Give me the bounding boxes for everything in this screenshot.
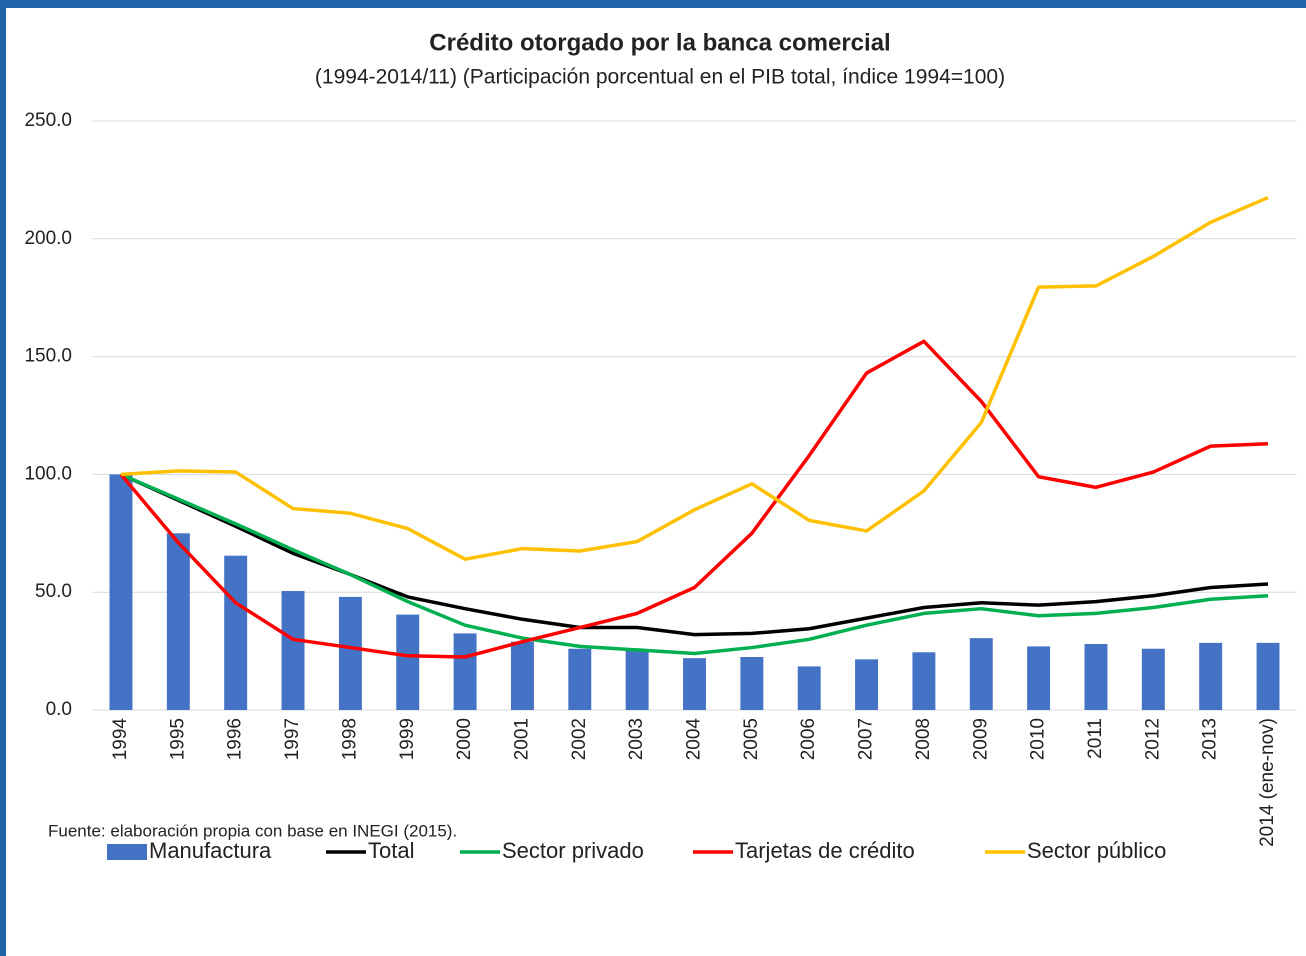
y-tick-label: 100.0 — [24, 463, 72, 484]
line — [120, 472, 1269, 656]
legend-label: Manufactura — [149, 838, 272, 863]
legend-label: Tarjetas de crédito — [735, 838, 915, 863]
bar — [568, 648, 592, 710]
bar — [797, 666, 821, 710]
legend-label: Sector privado — [502, 838, 644, 863]
bar — [1199, 642, 1223, 710]
x-tick-label: 2007 — [856, 718, 877, 760]
x-tick-label: 2013 — [1200, 718, 1221, 760]
bar — [510, 641, 534, 710]
bar — [453, 633, 477, 710]
bar — [683, 658, 706, 710]
x-tick-label: 2010 — [1028, 718, 1049, 760]
bar — [109, 474, 133, 710]
y-tick-label: 200.0 — [24, 228, 72, 249]
y-tick-label: 250.0 — [24, 110, 72, 131]
bar — [1141, 648, 1165, 710]
bar — [166, 533, 190, 710]
x-tick-label: 2006 — [798, 718, 819, 760]
x-tick-label: 2001 — [511, 718, 532, 760]
bar — [912, 652, 936, 710]
y-tick-label: 50.0 — [35, 581, 72, 602]
bar — [740, 656, 764, 710]
legend-label: Total — [368, 838, 414, 863]
frame-left — [0, 0, 6, 956]
x-tick-label: 2008 — [913, 718, 934, 760]
x-tick-label: 1995 — [167, 718, 188, 760]
bar — [1084, 644, 1108, 710]
bar — [855, 659, 879, 710]
x-tick-label: 2011 — [1085, 718, 1106, 759]
x-tick-label: 2002 — [569, 718, 590, 760]
bar — [625, 649, 649, 710]
bar — [281, 591, 305, 710]
bar — [969, 638, 993, 710]
bar — [1027, 646, 1051, 710]
line — [120, 472, 1269, 637]
x-tick-label: 2014 (ene-nov) — [1257, 718, 1278, 847]
bar — [396, 614, 420, 710]
x-tick-label: 1994 — [110, 718, 131, 761]
x-tick-label: 1997 — [282, 718, 303, 760]
x-tick-label: 2000 — [454, 718, 475, 760]
x-tick-label: 1996 — [225, 718, 246, 760]
bar — [1256, 642, 1280, 710]
legend-label: Sector público — [1027, 838, 1166, 863]
legend-swatch — [107, 844, 147, 860]
chart-subtitle: (1994-2014/11) (Participación porcentual… — [315, 66, 1005, 89]
x-tick-label: 1999 — [397, 718, 418, 760]
bar — [338, 596, 362, 710]
x-tick-label: 2009 — [970, 718, 991, 760]
line — [120, 195, 1269, 561]
y-tick-label: 150.0 — [24, 346, 72, 367]
chart-title: Crédito otorgado por la banca comercial — [429, 29, 890, 56]
x-tick-label: 2012 — [1142, 718, 1163, 760]
x-tick-label: 2003 — [626, 718, 647, 760]
y-tick-label: 0.0 — [46, 699, 72, 720]
x-tick-label: 2005 — [741, 718, 762, 760]
line — [119, 339, 1269, 659]
x-tick-label: 1998 — [339, 718, 360, 760]
bar — [224, 555, 248, 710]
frame-top — [0, 0, 1306, 8]
source-note: Fuente: elaboración propia con base en I… — [48, 821, 457, 840]
x-tick-label: 2004 — [684, 718, 705, 761]
